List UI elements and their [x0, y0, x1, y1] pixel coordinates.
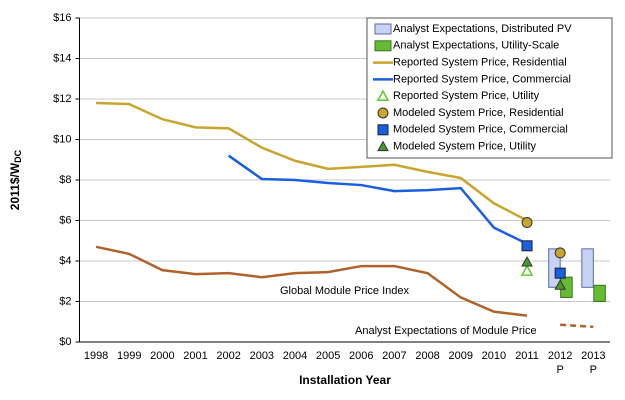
legend-label: Reported System Price, Commercial: [393, 73, 571, 85]
x-tick-label: 2004: [283, 350, 307, 362]
legend-label: Modeled System Price, Utility: [393, 141, 537, 153]
y-axis-label-main: 2011$/W: [8, 162, 22, 210]
range-box: [593, 284, 606, 302]
legend-swatch: [376, 89, 390, 101]
legend-label: Analyst Expectations, Distributed PV: [393, 23, 572, 35]
x-tick-label: 2008: [415, 350, 439, 362]
point: [521, 240, 533, 252]
point: [520, 264, 534, 276]
annotation: Analyst Expectations of Module Price: [355, 325, 537, 337]
y-axis-label-sub: DC: [13, 149, 23, 162]
x-tick-label: 2005: [316, 350, 340, 362]
x-tick-label: 2000: [150, 350, 174, 362]
x-tick-label: 2006: [349, 350, 373, 362]
module-price-line: [560, 323, 594, 329]
legend-swatch: [377, 124, 389, 136]
module-price-line: [95, 245, 528, 317]
y-tick-label: $8: [59, 174, 71, 186]
y-tick-label: $14: [53, 52, 71, 64]
y-tick-label: $10: [53, 133, 71, 145]
y-tick-label: $0: [59, 336, 71, 348]
y-axis-label: 2011$/WDC: [8, 149, 23, 210]
legend-swatch: [374, 40, 392, 52]
annotation: Global Module Price Index: [280, 285, 410, 297]
point: [554, 247, 566, 259]
x-tick-label: 2013: [581, 350, 605, 362]
x-axis-label: Installation Year: [299, 373, 391, 387]
point: [554, 267, 566, 279]
point: [521, 255, 533, 267]
x-tick-label: 2007: [382, 350, 406, 362]
series-line: [96, 101, 528, 222]
x-tick-label: 1999: [117, 350, 141, 362]
x-tick-label: 2002: [216, 350, 240, 362]
range-box: [581, 248, 594, 288]
legend-swatch: [377, 107, 389, 119]
x-tick-note: P: [557, 364, 564, 376]
point: [554, 279, 567, 290]
x-tick-label: 2009: [448, 350, 472, 362]
legend-label: Modeled System Price, Residential: [393, 107, 564, 119]
y-tick-label: $4: [59, 255, 71, 267]
legend-box: [366, 17, 613, 159]
legend-label: Analyst Expectations, Utility-Scale: [393, 40, 559, 52]
x-tick-note: P: [590, 364, 597, 376]
y-tick-label: $6: [59, 214, 71, 226]
x-tick-label: 1998: [84, 350, 108, 362]
legend-label: Reported System Price, Utility: [393, 90, 540, 102]
x-tick-label: 2003: [250, 350, 274, 362]
legend-swatch: [374, 23, 392, 35]
x-tick-label: 2001: [183, 350, 207, 362]
x-tick-label: 2012: [548, 350, 572, 362]
x-tick-label: 2010: [482, 350, 506, 362]
y-tick-label: $12: [53, 93, 71, 105]
series-line: [227, 154, 528, 245]
point: [521, 217, 533, 229]
y-tick-label: $2: [59, 295, 71, 307]
legend-swatch: [377, 140, 389, 152]
y-tick-label: $16: [53, 12, 71, 24]
legend-label: Modeled System Price, Commercial: [393, 124, 568, 136]
x-tick-label: 2011: [515, 350, 539, 362]
legend-label: Reported System Price, Residential: [393, 57, 567, 69]
